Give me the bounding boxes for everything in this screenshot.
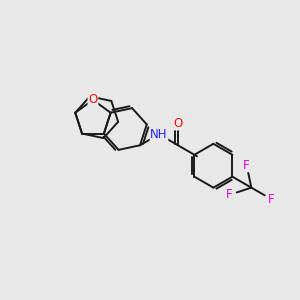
Text: O: O — [88, 93, 98, 106]
Text: F: F — [243, 159, 250, 172]
Text: O: O — [88, 93, 98, 106]
Text: F: F — [268, 193, 274, 206]
Text: F: F — [226, 188, 233, 201]
Text: O: O — [173, 117, 183, 130]
Text: NH: NH — [150, 128, 168, 141]
